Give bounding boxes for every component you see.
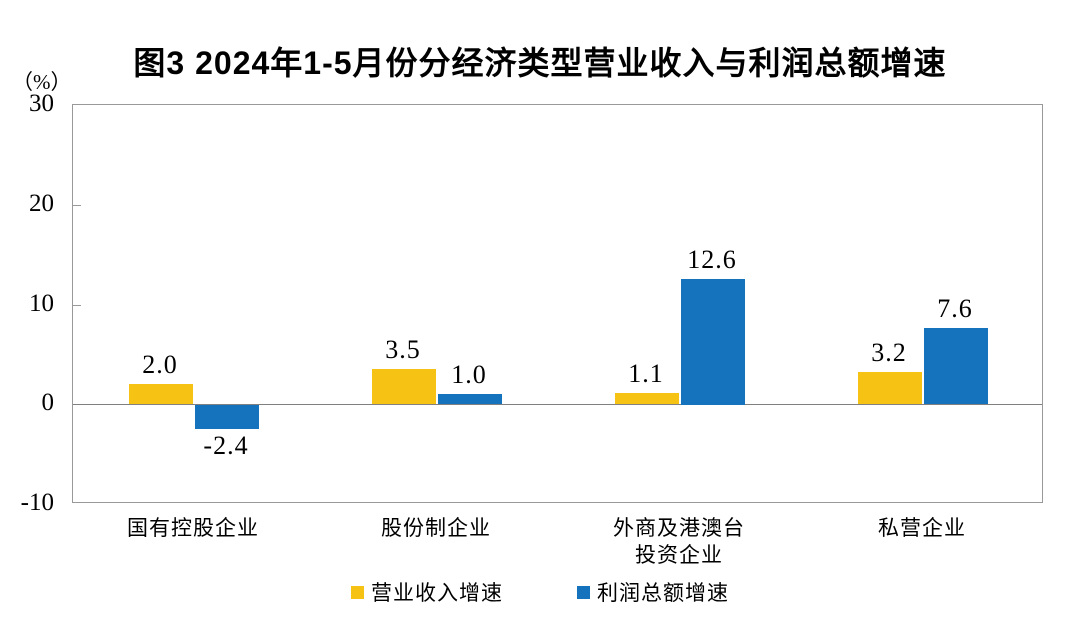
chart-title: 图3 2024年1-5月份分经济类型营业收入与利润总额增速 (133, 45, 947, 81)
bar-value-label: 1.0 (451, 360, 487, 389)
y-tick-mark (73, 305, 81, 306)
bar-series0-group0 (129, 384, 193, 404)
y-axis-unit-label: （%） (12, 70, 72, 94)
x-category-label: 股份制企业 (381, 516, 491, 540)
x-category-label: 外商及港澳台 投资企业 (613, 516, 745, 567)
bar-series0-group1 (372, 369, 436, 404)
legend-label: 营业收入增速 (371, 581, 503, 605)
bar-value-label: 1.1 (628, 359, 664, 388)
x-category-label: 国有控股企业 (127, 516, 259, 540)
legend-item-series0: 营业收入增速 (351, 577, 503, 607)
chart-legend: 营业收入增速 利润总额增速 (0, 577, 1080, 607)
bar-series0-group2 (615, 393, 679, 404)
bar-series1-group2 (681, 279, 745, 405)
legend-swatch-icon (351, 585, 364, 599)
bar-series1-group3 (924, 328, 988, 404)
legend-item-series1: 利润总额增速 (577, 577, 729, 607)
plot-area (72, 104, 1043, 503)
y-tick-mark (73, 205, 81, 206)
bar-series0-group3 (858, 372, 922, 404)
legend-label: 利润总额增速 (597, 581, 729, 605)
bar-value-label: 2.0 (142, 350, 178, 379)
bar-series1-group0 (195, 405, 259, 429)
y-tick-label: 0 (41, 389, 55, 416)
bar-value-label: -2.4 (203, 431, 249, 460)
y-tick-label: -10 (20, 489, 54, 516)
bar-value-label: 3.2 (871, 338, 907, 367)
y-tick-label: 30 (29, 90, 54, 117)
bar-value-label: 12.6 (687, 245, 737, 274)
bar-value-label: 3.5 (385, 335, 421, 364)
y-tick-label: 20 (29, 190, 54, 217)
bar-series1-group1 (438, 394, 502, 404)
x-category-label: 私营企业 (878, 516, 966, 540)
zero-gridline (73, 404, 1042, 405)
y-tick-label: 10 (29, 290, 54, 317)
bar-value-label: 7.6 (937, 294, 973, 323)
legend-swatch-icon (577, 585, 590, 599)
